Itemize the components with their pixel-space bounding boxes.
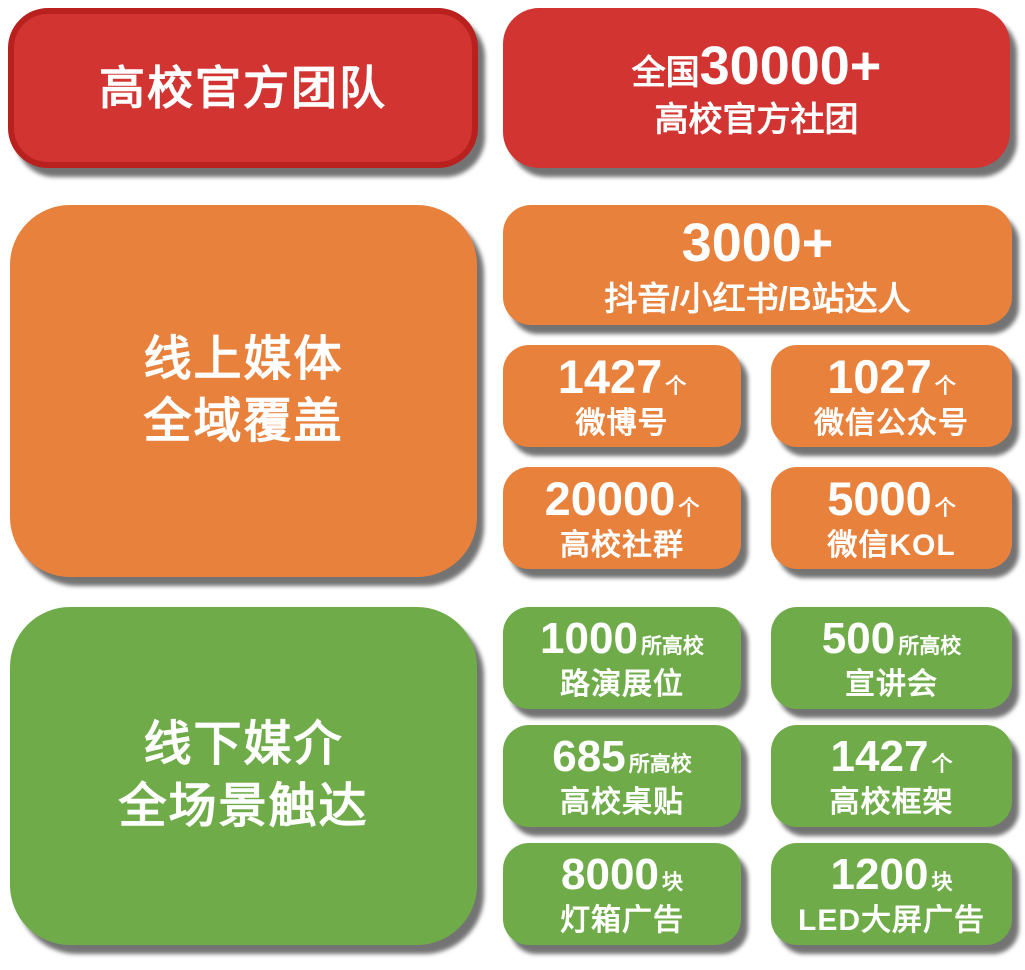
desk-stickers-unit: 所高校	[628, 752, 692, 776]
creators-number: 3000+	[681, 212, 834, 273]
offline-media-panel: 线下媒介 全场景触达	[10, 607, 477, 945]
online-media-panel: 线上媒体 全域覆盖	[10, 205, 477, 577]
lightbox-label: 灯箱广告	[560, 903, 684, 937]
lightbox-number-line: 8000 块	[561, 849, 683, 899]
weibo-number: 1427	[557, 350, 663, 403]
roadshow-number-line: 1000 所高校	[540, 613, 704, 663]
weibo-unit: 个	[665, 375, 687, 398]
desk-stickers-card: 685 所高校 高校桌贴	[503, 725, 741, 827]
official-team-title: 高校官方团队	[99, 62, 387, 114]
led-number: 1200	[830, 849, 929, 899]
lightbox-unit: 块	[661, 870, 683, 894]
university-communities-card: 20000 个 高校社群	[503, 467, 741, 569]
campus-frames-label: 高校框架	[829, 785, 954, 819]
campus-frames-number-line: 1427 个	[830, 731, 953, 781]
communities-number: 20000	[544, 472, 676, 525]
info-sessions-number: 500	[821, 613, 896, 663]
national-clubs-card: 全国30000+ 高校官方社团	[503, 8, 1010, 168]
creators-label: 抖音/小红书/B站达人	[604, 279, 911, 317]
national-clubs-label: 高校官方社团	[654, 101, 859, 139]
info-sessions-unit: 所高校	[898, 634, 962, 658]
campus-frames-unit: 个	[931, 752, 953, 776]
info-sessions-label: 宣讲会	[845, 667, 938, 701]
roadshow-booths-card: 1000 所高校 路演展位	[503, 607, 741, 709]
led-unit: 块	[931, 870, 953, 894]
wechat-oa-number: 1027	[827, 350, 932, 403]
desk-stickers-label: 高校桌贴	[560, 785, 684, 819]
led-number-line: 1200 块	[830, 849, 953, 899]
wechat-oa-label: 微信公众号	[814, 407, 969, 440]
wechat-kol-label: 微信KOL	[827, 529, 956, 562]
communities-number-line: 20000 个	[545, 475, 700, 522]
national-clubs-prefix: 全国	[631, 54, 700, 92]
wechat-oa-unit: 个	[934, 375, 956, 398]
offline-media-title-line1: 线下媒介	[143, 718, 344, 771]
online-media-title-line2: 全域覆盖	[143, 395, 344, 448]
desk-stickers-number-line: 685 所高校	[552, 731, 692, 781]
official-team-card: 高校官方团队	[8, 8, 478, 168]
weibo-accounts-card: 1427 个 微博号	[503, 345, 741, 447]
roadshow-unit: 所高校	[640, 634, 704, 658]
info-sessions-card: 500 所高校 宣讲会	[771, 607, 1012, 709]
communities-label: 高校社群	[560, 529, 684, 562]
national-clubs-number: 30000+	[699, 36, 882, 96]
campus-frames-number: 1427	[830, 731, 929, 781]
douyin-xiaohongshu-bilibili-card: 3000+ 抖音/小红书/B站达人	[503, 205, 1012, 325]
campus-frames-card: 1427 个 高校框架	[771, 725, 1012, 827]
info-sessions-number-line: 500 所高校	[821, 613, 962, 663]
wechat-kol-card: 5000 个 微信KOL	[771, 467, 1012, 569]
wechat-oa-number-line: 1027 个	[827, 353, 956, 400]
led-screen-ads-card: 1200 块 LED大屏广告	[771, 843, 1012, 945]
offline-media-title-line2: 全场景触达	[118, 780, 369, 833]
roadshow-label: 路演展位	[560, 667, 684, 701]
communities-unit: 个	[678, 497, 700, 520]
wechat-kol-unit: 个	[934, 497, 956, 520]
desk-stickers-number: 685	[552, 731, 626, 781]
wechat-kol-number-line: 5000 个	[827, 475, 956, 522]
weibo-label: 微博号	[575, 407, 669, 440]
weibo-number-line: 1427 个	[558, 353, 687, 400]
lightbox-number: 8000	[561, 849, 659, 899]
wechat-kol-number: 5000	[827, 472, 932, 525]
national-clubs-number-line: 全国30000+	[632, 39, 882, 93]
lightbox-ads-card: 8000 块 灯箱广告	[503, 843, 741, 945]
wechat-official-accounts-card: 1027 个 微信公众号	[771, 345, 1012, 447]
led-label: LED大屏广告	[798, 903, 985, 937]
online-media-title-line1: 线上媒体	[143, 333, 344, 386]
roadshow-number: 1000	[540, 613, 638, 663]
